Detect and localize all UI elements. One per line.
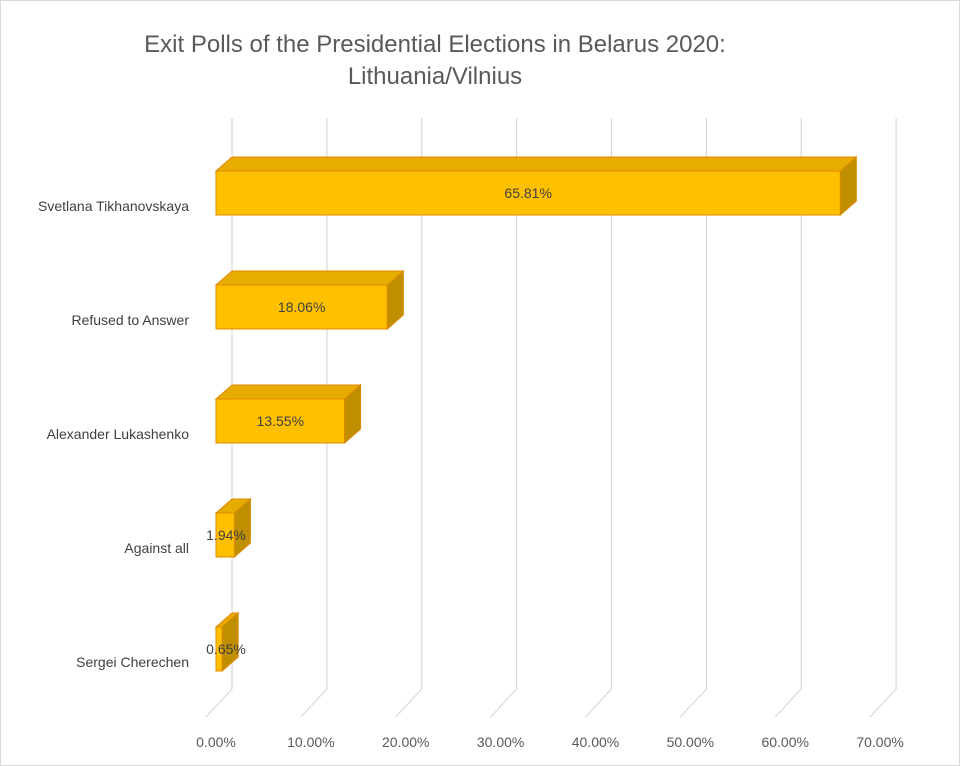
chart-title-line1: Exit Polls of the Presidential Elections… (144, 31, 726, 58)
bar-side-1 (386, 269, 404, 331)
bar-top-2 (214, 384, 362, 400)
category-label-1: Refused to Answer (71, 312, 189, 328)
category-label-2: Alexander Lukashenko (47, 426, 190, 442)
data-label-4: 0.65% (206, 641, 246, 657)
data-label-0: 65.81% (504, 185, 551, 201)
gridline-2 (395, 118, 423, 718)
chart-title: Exit Polls of the Presidential Elections… (1, 29, 869, 93)
x-tick-label-7: 70.00% (856, 734, 903, 750)
category-label-0: Svetlana Tikhanovskaya (38, 198, 189, 214)
x-tick-label-5: 50.00% (667, 734, 714, 750)
category-label-3: Against all (124, 540, 189, 556)
x-tick-label-2: 20.00% (382, 734, 429, 750)
x-tick-label-1: 10.00% (287, 734, 334, 750)
gridline-5 (679, 118, 707, 718)
x-tick-label-4: 40.00% (572, 734, 619, 750)
gridline-6 (774, 118, 802, 718)
bar-front-1 (215, 284, 388, 330)
bar-front-0 (215, 170, 841, 216)
bar-side-3 (233, 497, 251, 559)
data-label-3: 1.94% (206, 527, 246, 543)
bar-side-2 (344, 383, 362, 445)
gridline-3 (490, 118, 518, 718)
chart-subtitle: Lithuania/Vilnius (347, 63, 523, 90)
x-tick-label-0: 0.00% (196, 734, 236, 750)
bar-top-1 (214, 270, 405, 286)
bar-top-0 (214, 156, 858, 172)
x-tick-label-3: 30.00% (477, 734, 524, 750)
data-label-1: 18.06% (278, 299, 325, 315)
data-label-2: 13.55% (257, 413, 304, 429)
x-tick-label-6: 60.00% (761, 734, 808, 750)
bar-side-0 (839, 155, 857, 217)
gridline-7 (869, 118, 897, 718)
bar-side-4 (221, 611, 239, 673)
category-label-4: Sergei Cherechen (76, 654, 189, 670)
gridline-4 (585, 118, 613, 718)
